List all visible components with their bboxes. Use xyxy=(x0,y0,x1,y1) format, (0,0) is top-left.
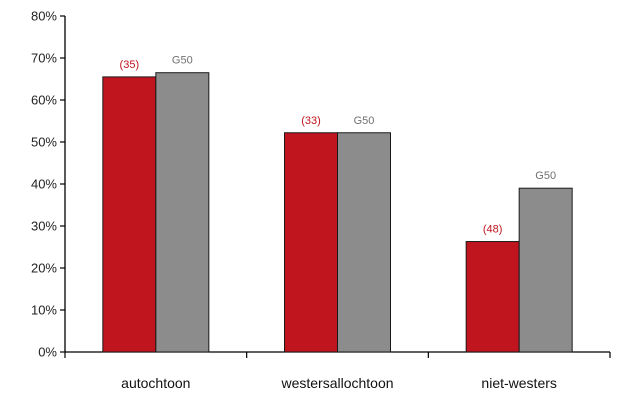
x-tick-label: westersallochtoon xyxy=(280,375,393,391)
y-tick-label: 20% xyxy=(31,261,57,276)
y-tick-label: 0% xyxy=(38,345,57,360)
data-label: G50 xyxy=(172,55,193,67)
data-label: G50 xyxy=(535,170,556,182)
y-axis: 0% 10% 20% 30% 40% 50% 60% 70% 80% xyxy=(31,9,66,360)
data-labels: (35) G50 (33) G50 (48) G50 xyxy=(120,55,557,236)
bar xyxy=(284,132,338,353)
data-label: (33) xyxy=(301,115,321,127)
bar xyxy=(337,132,391,353)
x-tick-label: niet-westers xyxy=(481,375,556,391)
y-tick-label: 30% xyxy=(31,219,57,234)
data-label: G50 xyxy=(354,115,375,127)
bar xyxy=(465,241,520,353)
data-label: (35) xyxy=(120,59,140,71)
bar xyxy=(518,187,573,353)
bar xyxy=(155,72,210,353)
y-tick-label: 60% xyxy=(31,93,57,108)
y-tick-label: 80% xyxy=(31,9,57,24)
y-tick-label: 50% xyxy=(31,135,57,150)
x-axis: autochtoon westersallochtoon niet-westers xyxy=(64,351,611,391)
y-tick-label: 70% xyxy=(31,51,57,66)
y-tick-label: 10% xyxy=(31,303,57,318)
bars xyxy=(102,72,573,353)
bar xyxy=(102,76,157,353)
data-label: (48) xyxy=(483,224,503,236)
x-tick-label: autochtoon xyxy=(121,375,190,391)
y-tick-label: 40% xyxy=(31,177,57,192)
